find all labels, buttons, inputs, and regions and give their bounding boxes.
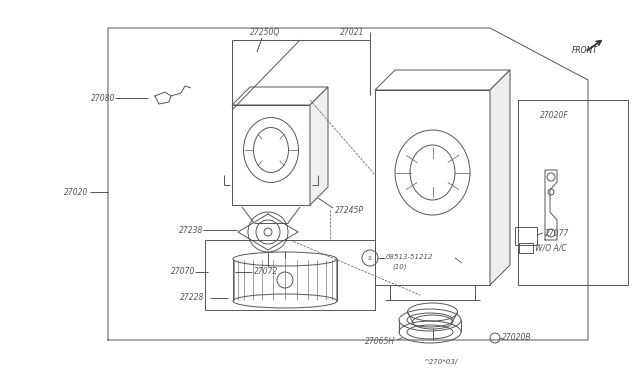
Text: 27020F: 27020F <box>540 110 569 119</box>
Bar <box>519 243 533 253</box>
Bar <box>518 100 628 285</box>
Text: S: S <box>368 256 372 260</box>
Text: 27021: 27021 <box>340 28 364 36</box>
Text: 27080: 27080 <box>91 93 115 103</box>
Bar <box>375 90 490 285</box>
Text: 27245P: 27245P <box>335 205 364 215</box>
Text: 27250Q: 27250Q <box>250 28 280 36</box>
Text: 27020: 27020 <box>63 187 88 196</box>
Text: 27077: 27077 <box>545 228 570 237</box>
Text: ^270*03/: ^270*03/ <box>423 359 457 365</box>
Polygon shape <box>310 87 328 205</box>
Text: 27020B: 27020B <box>502 334 532 343</box>
Text: 27228: 27228 <box>180 294 204 302</box>
Bar <box>232 105 310 205</box>
Text: 08513-51212: 08513-51212 <box>386 254 433 260</box>
Text: (10): (10) <box>392 264 406 270</box>
Polygon shape <box>232 87 328 105</box>
Text: 27072: 27072 <box>254 267 278 276</box>
Text: 27238: 27238 <box>179 225 203 234</box>
Text: FRONT: FRONT <box>572 45 598 55</box>
Text: 27070: 27070 <box>171 267 195 276</box>
Polygon shape <box>490 70 510 285</box>
Text: W/O A/C: W/O A/C <box>535 244 567 253</box>
Bar <box>515 227 537 245</box>
Polygon shape <box>375 70 510 90</box>
Bar <box>205 240 375 310</box>
Text: 27065H: 27065H <box>365 337 395 346</box>
